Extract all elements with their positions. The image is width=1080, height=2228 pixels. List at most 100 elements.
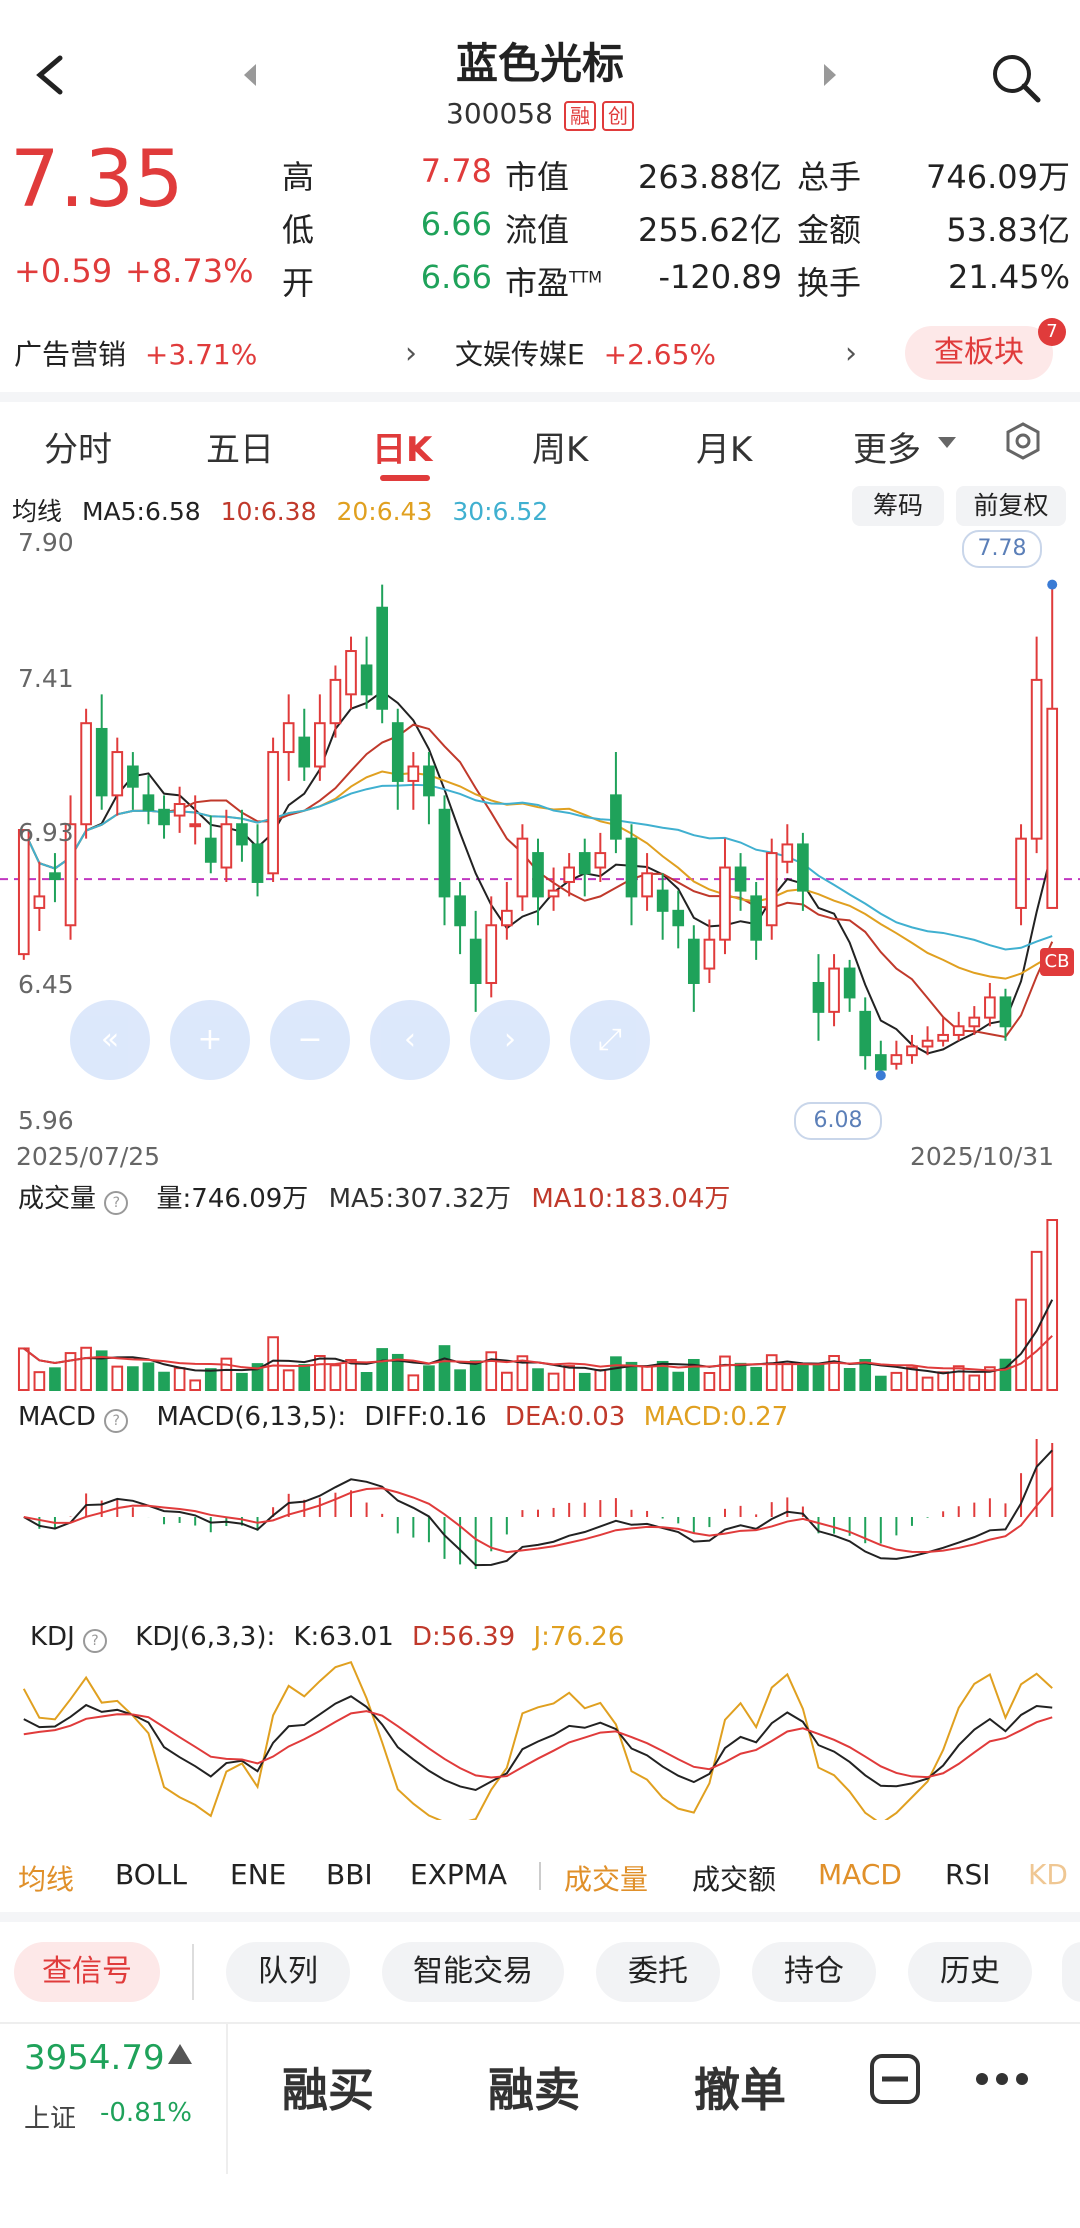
indicator-tab-bbi[interactable]: BBI xyxy=(326,1858,373,1891)
index-widget[interactable]: 3954.79 上证 -0.81% xyxy=(0,2024,226,2228)
indicator-tab-expma[interactable]: EXPMA xyxy=(410,1858,508,1891)
candle-body xyxy=(797,843,809,892)
stat-value-volume: 746.09万 xyxy=(926,158,1070,196)
collapse-icon[interactable] xyxy=(868,2052,922,2110)
tab-intraday[interactable]: 分时 xyxy=(44,430,112,470)
stat-value-high: 7.78 xyxy=(420,152,492,190)
zoom-in-button[interactable]: + xyxy=(170,1000,250,1080)
volume-bar xyxy=(173,1367,186,1391)
indicator-tab-kd[interactable]: KD xyxy=(1028,1858,1068,1891)
fullscreen-button[interactable]: ⤢ xyxy=(570,1000,650,1080)
next-stock-icon[interactable] xyxy=(820,62,840,92)
candle xyxy=(298,708,311,781)
volume-bar xyxy=(438,1345,451,1391)
tab-five-day[interactable]: 五日 xyxy=(206,430,274,470)
indicator-tab-ma[interactable]: 均线 xyxy=(18,1863,75,1896)
ma5-value: MA5:6.58 xyxy=(81,497,201,526)
back-icon[interactable] xyxy=(30,50,70,100)
volume-bar xyxy=(765,1354,778,1391)
candle-body xyxy=(765,852,778,927)
tab-daily-k[interactable]: 日K xyxy=(372,430,433,470)
help-icon[interactable]: ? xyxy=(104,1409,129,1433)
volume-bar xyxy=(423,1365,435,1391)
candle xyxy=(407,752,420,810)
tab-monthly-k[interactable]: 月K xyxy=(696,430,753,470)
candle-body xyxy=(516,837,529,898)
candle xyxy=(563,853,575,897)
indicator-tab-macd[interactable]: MACD xyxy=(818,1858,902,1891)
candle xyxy=(937,1017,949,1047)
settings-icon[interactable] xyxy=(1004,422,1042,464)
tab-more[interactable]: 更多 xyxy=(853,430,921,470)
candle-body xyxy=(984,996,996,1019)
margin-sell-button[interactable]: 融卖 xyxy=(488,2063,580,2117)
candle xyxy=(703,919,716,983)
indicator-tab-amount[interactable]: 成交额 xyxy=(692,1863,777,1896)
candle xyxy=(173,786,186,833)
indicator-tab-volume[interactable]: 成交量 xyxy=(564,1863,649,1896)
candle xyxy=(874,1040,887,1076)
volume-bar xyxy=(750,1366,762,1391)
kline-chart[interactable] xyxy=(0,530,1080,1130)
high-price-marker: 7.78 xyxy=(962,530,1042,568)
positions-button[interactable]: 持仓 xyxy=(752,1942,876,2002)
scroll-right-button[interactable]: › xyxy=(470,1000,550,1080)
volume-bar xyxy=(563,1365,575,1391)
adjust-button[interactable]: 前复权 xyxy=(956,486,1066,526)
orders-button[interactable]: 委托 xyxy=(596,1942,720,2002)
candle xyxy=(734,853,747,911)
candle xyxy=(142,775,155,825)
candle-body xyxy=(672,909,685,927)
ma30-value: 30:6.52 xyxy=(452,497,549,526)
zoom-out-button[interactable]: − xyxy=(270,1000,350,1080)
kdj-chart[interactable] xyxy=(0,1650,1080,1820)
candle-body xyxy=(594,852,607,869)
indicator-tab-ene[interactable]: ENE xyxy=(230,1858,287,1891)
divider xyxy=(0,392,1080,402)
scroll-left-button[interactable]: ‹ xyxy=(370,1000,450,1080)
candle-body xyxy=(173,803,186,817)
candle-body xyxy=(828,967,840,1013)
sector-button[interactable]: 查板块 xyxy=(905,326,1053,380)
smart-trade-button[interactable]: 智能交易 xyxy=(382,1942,564,2002)
scroll-left-fast-button[interactable]: « xyxy=(70,1000,150,1080)
search-icon[interactable] xyxy=(990,52,1042,108)
volume-bar xyxy=(501,1371,513,1391)
indicator-tab-boll[interactable]: BOLL xyxy=(115,1858,187,1891)
more-icon[interactable] xyxy=(974,2064,1030,2098)
candle-body xyxy=(127,765,139,788)
candle xyxy=(765,838,778,940)
kdj-d: D:56.39 xyxy=(412,1622,516,1652)
prev-stock-icon[interactable] xyxy=(240,62,260,92)
volume-bar xyxy=(329,1364,342,1391)
macd-chart[interactable] xyxy=(0,1432,1080,1602)
stat-value-amount: 53.83亿 xyxy=(946,211,1070,249)
queue-button[interactable]: 队列 xyxy=(226,1942,350,2002)
tab-weekly-k[interactable]: 周K xyxy=(532,430,589,470)
volume-chart[interactable] xyxy=(0,1210,1080,1395)
candle xyxy=(236,809,248,862)
indicator-tab-rsi[interactable]: RSI xyxy=(945,1858,991,1891)
volume-bar xyxy=(236,1372,248,1391)
more-pill[interactable] xyxy=(1062,1942,1080,2002)
candle-body xyxy=(376,606,389,710)
volume-bar xyxy=(454,1369,466,1391)
candle xyxy=(501,881,513,940)
margin-tag: 融 xyxy=(563,101,596,131)
candle-body xyxy=(781,843,794,863)
sector-item-2[interactable]: 文娱传媒E +2.65% xyxy=(455,333,716,373)
volume-bar xyxy=(142,1362,155,1391)
chip-button[interactable]: 筹码 xyxy=(852,486,944,526)
dropdown-icon[interactable] xyxy=(938,434,956,453)
ma-label: 均线 xyxy=(12,497,63,526)
volume-bar xyxy=(111,1365,124,1391)
candle xyxy=(189,795,202,845)
sector-item-1[interactable]: 广告营销 +3.71% xyxy=(14,333,257,373)
macd-value: MACD:0.27 xyxy=(643,1402,789,1432)
margin-buy-button[interactable]: 融买 xyxy=(282,2063,374,2117)
check-signal-button[interactable]: 查信号 xyxy=(14,1942,160,2002)
cancel-order-button[interactable]: 撤单 xyxy=(694,2063,786,2117)
history-button[interactable]: 历史 xyxy=(908,1942,1032,2002)
candle-body xyxy=(469,938,482,984)
chevron-right-icon: › xyxy=(405,336,417,371)
